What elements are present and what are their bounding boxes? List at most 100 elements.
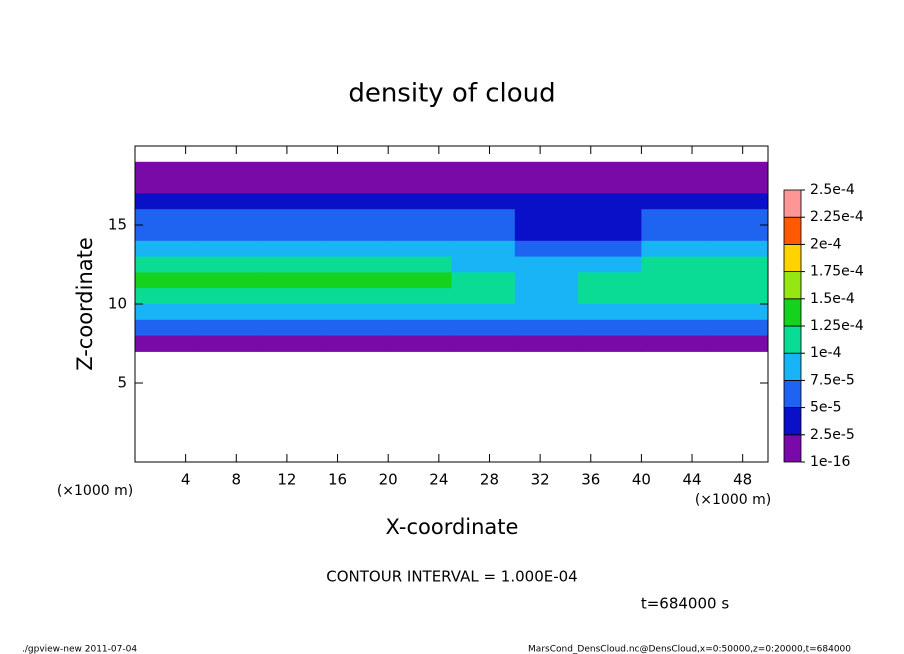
colorbar-label: 2e-4 <box>810 236 842 252</box>
colorbar-label: 1.5e-4 <box>810 291 855 307</box>
field-cell <box>135 161 199 179</box>
field-cell <box>578 177 642 194</box>
field-cell <box>388 256 452 273</box>
field-cell <box>135 256 199 273</box>
field-cell <box>198 288 263 305</box>
field-cell <box>198 335 263 352</box>
field-cell <box>641 256 706 273</box>
field-cell <box>641 319 706 337</box>
y-axis-label: Z-coordinate <box>73 237 97 371</box>
field-cell <box>514 335 579 352</box>
x-unit: (×1000 m) <box>695 492 771 508</box>
field-cell <box>704 177 769 194</box>
field-cell <box>388 161 452 179</box>
field-cell <box>578 256 642 273</box>
field-cell <box>261 304 326 321</box>
field-cell <box>261 288 326 305</box>
time-note: t=684000 s <box>641 595 729 613</box>
field-cell <box>198 319 263 337</box>
field-cell <box>578 209 642 226</box>
field-cell <box>388 319 452 337</box>
field-cell <box>324 161 389 179</box>
colorbar-label: 1e-16 <box>810 454 850 470</box>
field-cell <box>324 209 389 226</box>
field-cell <box>261 319 326 337</box>
field-cell <box>135 225 199 242</box>
colorbar-box <box>783 407 802 436</box>
field-cell <box>388 209 452 226</box>
contour-note: CONTOUR INTERVAL = 1.000E-04 <box>326 568 577 586</box>
field-cell <box>451 225 516 242</box>
field-cell <box>641 240 706 258</box>
colorbar-label: 2.5e-5 <box>810 427 855 443</box>
x-tick-label: 44 <box>682 471 701 489</box>
y-tick-label: 15 <box>108 216 127 234</box>
x-axis-label: X-coordinate <box>386 515 519 539</box>
colorbar-label: 5e-5 <box>810 400 841 416</box>
field-cell <box>324 272 389 289</box>
field-cell <box>388 335 452 352</box>
x-tick-label: 48 <box>733 471 752 489</box>
x-tick-label: 12 <box>277 471 296 489</box>
chart-title: density of cloud <box>348 79 555 109</box>
field-cell <box>451 161 516 179</box>
y-unit: (×1000 m) <box>57 483 133 499</box>
field-cell <box>388 288 452 305</box>
field-cell <box>198 256 263 273</box>
field-cell <box>704 193 769 210</box>
field-cell <box>324 177 389 194</box>
x-tick-label: 40 <box>632 471 651 489</box>
field-cell <box>578 272 642 289</box>
field-cell <box>198 177 263 194</box>
colorbar-box <box>783 189 802 218</box>
field-cell <box>641 225 706 242</box>
field-cell <box>135 335 199 352</box>
field-cell <box>514 288 579 305</box>
field-cell <box>514 319 579 337</box>
colorbar-label: 1.75e-4 <box>810 264 864 280</box>
field-cell <box>324 288 389 305</box>
field-cell <box>135 193 199 210</box>
colorbar-box <box>783 298 802 327</box>
field-cell <box>578 225 642 242</box>
field-cell <box>704 335 769 352</box>
field-cell <box>514 256 579 273</box>
field-cell <box>578 240 642 258</box>
field-cell <box>704 240 769 258</box>
field-cell <box>514 209 579 226</box>
field-cell <box>198 225 263 242</box>
field-cell <box>704 161 769 179</box>
field-cell <box>135 288 199 305</box>
x-tick-label: 20 <box>379 471 398 489</box>
field-cell <box>135 304 199 321</box>
colorbar-label: 2.25e-4 <box>810 209 864 225</box>
field-cell <box>324 319 389 337</box>
field-cell <box>324 240 389 258</box>
field-cell <box>388 240 452 258</box>
field-cell <box>451 193 516 210</box>
colorbar-box <box>783 434 802 463</box>
field-cell <box>324 256 389 273</box>
field-cell <box>198 240 263 258</box>
field-cell <box>261 272 326 289</box>
field-cell <box>641 272 706 289</box>
colorbar-box <box>783 325 802 354</box>
field-cell <box>198 193 263 210</box>
field-cell <box>641 288 706 305</box>
field-cell <box>578 288 642 305</box>
field-cell <box>135 240 199 258</box>
colorbar-label: 1e-4 <box>810 345 842 361</box>
field-cell <box>641 304 706 321</box>
field-cell <box>198 272 263 289</box>
field-cell <box>451 240 516 258</box>
field-cell <box>451 335 516 352</box>
field-cell <box>514 304 579 321</box>
field-cell <box>261 209 326 226</box>
field-cell <box>451 288 516 305</box>
x-tick-label: 16 <box>328 471 347 489</box>
field-cell <box>261 335 326 352</box>
x-tick-label: 32 <box>531 471 550 489</box>
field-cell <box>451 256 516 273</box>
field-cell <box>324 335 389 352</box>
